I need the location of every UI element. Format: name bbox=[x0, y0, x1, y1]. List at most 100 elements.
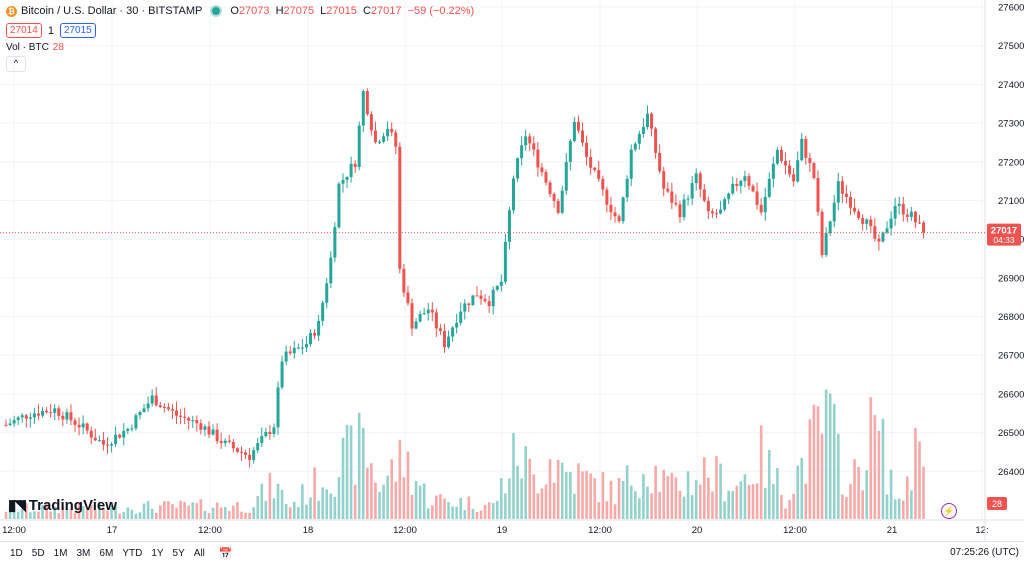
calendar-icon[interactable]: 📅 bbox=[218, 547, 233, 560]
candle-body[interactable] bbox=[138, 411, 142, 416]
candle-body[interactable] bbox=[873, 226, 877, 239]
candle-body[interactable] bbox=[8, 423, 12, 425]
candle-body[interactable] bbox=[142, 408, 146, 412]
candle-body[interactable] bbox=[629, 149, 633, 179]
candle-body[interactable] bbox=[357, 125, 361, 167]
price-chart[interactable]: 2640026500266002670026800269002700027100… bbox=[0, 0, 1024, 541]
candle-body[interactable] bbox=[503, 241, 507, 282]
candle-body[interactable] bbox=[747, 176, 751, 186]
candle-body[interactable] bbox=[438, 328, 442, 331]
candle-body[interactable] bbox=[576, 121, 580, 131]
candle-body[interactable] bbox=[106, 444, 109, 446]
candle-body[interactable] bbox=[4, 424, 8, 426]
candle-body[interactable] bbox=[211, 429, 215, 435]
candle-body[interactable] bbox=[658, 152, 662, 172]
candle-body[interactable] bbox=[345, 176, 349, 180]
candle-body[interactable] bbox=[110, 444, 114, 446]
candle-body[interactable] bbox=[654, 128, 658, 153]
candle-body[interactable] bbox=[187, 417, 191, 421]
candle-body[interactable] bbox=[463, 303, 467, 312]
candle-body[interactable] bbox=[382, 136, 386, 142]
timeframe-5d[interactable]: 5D bbox=[31, 547, 45, 559]
candle-body[interactable] bbox=[759, 204, 763, 213]
symbol-title[interactable]: Bitcoin / U.S. Dollar · 30 · BITSTAMP bbox=[21, 5, 203, 17]
candle-body[interactable] bbox=[239, 451, 243, 453]
candle-body[interactable] bbox=[122, 430, 126, 438]
candle-body[interactable] bbox=[548, 182, 552, 194]
candle-body[interactable] bbox=[560, 190, 564, 213]
candle-body[interactable] bbox=[520, 145, 524, 159]
candle-body[interactable] bbox=[796, 160, 800, 182]
candle-body[interactable] bbox=[585, 142, 589, 158]
candle-body[interactable] bbox=[53, 408, 57, 413]
candle-body[interactable] bbox=[118, 434, 122, 438]
candle-body[interactable] bbox=[499, 281, 503, 286]
candle-body[interactable] bbox=[735, 183, 739, 186]
candle-body[interactable] bbox=[288, 351, 292, 354]
candle-body[interactable] bbox=[483, 298, 487, 302]
candle-body[interactable] bbox=[824, 233, 828, 256]
candle-body[interactable] bbox=[175, 410, 179, 416]
candle-body[interactable] bbox=[321, 302, 325, 321]
candle-body[interactable] bbox=[491, 289, 495, 307]
candle-body[interactable] bbox=[702, 189, 706, 201]
candle-body[interactable] bbox=[901, 203, 905, 215]
candle-body[interactable] bbox=[853, 207, 857, 212]
candle-body[interactable] bbox=[650, 113, 654, 129]
candle-body[interactable] bbox=[808, 157, 812, 164]
candle-body[interactable] bbox=[581, 130, 585, 143]
candle-body[interactable] bbox=[832, 202, 836, 222]
candle-body[interactable] bbox=[207, 426, 211, 435]
candle-body[interactable] bbox=[215, 429, 219, 442]
sell-price-button[interactable]: 27014 bbox=[6, 23, 42, 38]
candle-body[interactable] bbox=[373, 130, 377, 143]
timeframe-ytd[interactable]: YTD bbox=[122, 547, 143, 559]
candle-body[interactable] bbox=[276, 387, 280, 428]
candle-body[interactable] bbox=[284, 351, 288, 362]
lightning-icon[interactable]: ⚡ bbox=[941, 503, 957, 519]
candle-body[interactable] bbox=[840, 181, 844, 194]
candle-body[interactable] bbox=[471, 295, 475, 306]
candle-body[interactable] bbox=[28, 417, 32, 419]
candle-body[interactable] bbox=[540, 167, 544, 173]
candle-body[interactable] bbox=[325, 283, 329, 303]
candle-body[interactable] bbox=[861, 218, 865, 224]
candle-body[interactable] bbox=[719, 209, 723, 214]
candle-body[interactable] bbox=[706, 200, 710, 212]
candle-body[interactable] bbox=[130, 428, 134, 430]
candle-body[interactable] bbox=[235, 448, 239, 452]
candle-body[interactable] bbox=[12, 420, 16, 424]
candle-body[interactable] bbox=[248, 454, 252, 460]
candle-body[interactable] bbox=[300, 347, 304, 349]
candle-body[interactable] bbox=[101, 440, 105, 445]
candle-body[interactable] bbox=[516, 158, 520, 179]
timeframe-1m[interactable]: 1M bbox=[53, 547, 68, 559]
candle-body[interactable] bbox=[820, 211, 824, 256]
candle-body[interactable] bbox=[507, 210, 511, 242]
candle-body[interactable] bbox=[564, 161, 568, 191]
candle-body[interactable] bbox=[816, 178, 820, 212]
candle-body[interactable] bbox=[268, 431, 272, 435]
candle-body[interactable] bbox=[848, 197, 852, 208]
candle-body[interactable] bbox=[402, 268, 406, 293]
candle-body[interactable] bbox=[739, 180, 743, 186]
candle-body[interactable] bbox=[89, 430, 93, 438]
candle-body[interactable] bbox=[442, 330, 446, 348]
candle-body[interactable] bbox=[73, 420, 77, 425]
candle-body[interactable] bbox=[727, 193, 731, 200]
candle-body[interactable] bbox=[495, 285, 499, 290]
candle-body[interactable] bbox=[227, 440, 231, 442]
candle-body[interactable] bbox=[568, 140, 572, 162]
candle-body[interactable] bbox=[150, 395, 154, 404]
collapse-legend-button[interactable]: ^ bbox=[6, 56, 26, 72]
candle-body[interactable] bbox=[686, 198, 690, 200]
buy-price-button[interactable]: 27015 bbox=[59, 23, 96, 38]
candle-body[interactable] bbox=[349, 163, 353, 177]
candle-body[interactable] bbox=[244, 452, 248, 455]
candle-body[interactable] bbox=[731, 183, 735, 194]
candle-body[interactable] bbox=[788, 165, 792, 175]
candle-body[interactable] bbox=[191, 420, 195, 422]
candle-body[interactable] bbox=[85, 423, 89, 431]
candle-body[interactable] bbox=[918, 222, 921, 224]
candle-body[interactable] bbox=[199, 423, 203, 430]
